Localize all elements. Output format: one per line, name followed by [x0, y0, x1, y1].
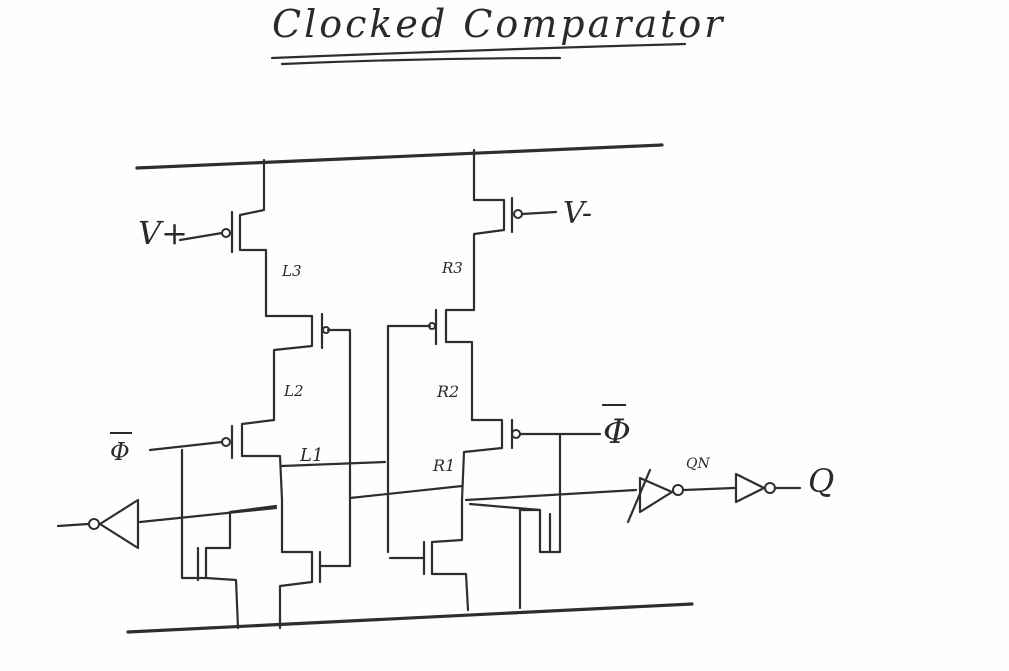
- node-r2-label: R2: [437, 382, 460, 401]
- right-n-input-transistor: [430, 498, 470, 612]
- left-n-gate-lead: [318, 498, 352, 568]
- left-clock-line: [148, 440, 224, 452]
- title-underline: [270, 42, 687, 60]
- phi-bar-right-label: Φ: [603, 412, 631, 452]
- diagram-title: Clocked Comparator: [272, 2, 726, 46]
- left-discharge-drain: [204, 576, 240, 630]
- right-p-gate-lead: [520, 210, 558, 216]
- right-p-transistor-top: [472, 148, 506, 312]
- right-discharge-branch: [518, 432, 562, 610]
- right-inverter-2: [734, 472, 766, 504]
- node-l2-label: L2: [284, 382, 304, 400]
- right-output-slash: [626, 468, 652, 524]
- ground-rail: [126, 602, 694, 634]
- phi-bar-left-overline: [110, 432, 132, 434]
- vminus-label: V-: [563, 196, 593, 231]
- vdd-rail: [135, 143, 664, 170]
- left-output-stub: [56, 522, 90, 528]
- left-cross-p-transistor: [264, 314, 314, 422]
- title-underline-tail: [280, 56, 562, 66]
- node-r3-label: R3: [442, 259, 463, 277]
- left-n-input-transistor: [278, 498, 314, 630]
- left-p-transistor-top: [238, 158, 268, 318]
- node-r1-wire: [348, 484, 464, 500]
- left-output-wire: [138, 506, 278, 524]
- left-precharge-transistor: [240, 418, 284, 502]
- left-p-gate-lead: [178, 231, 224, 242]
- left-buffer-bubble: [88, 518, 100, 530]
- right-precharge-bubble: [511, 429, 521, 439]
- left-cross-p-gate-lead: [326, 328, 352, 502]
- phi-bar-left-label: Φ: [110, 438, 130, 466]
- node-l3-label: L3: [282, 262, 302, 280]
- q-output-label: Q: [808, 462, 835, 500]
- left-precharge-bubble: [221, 437, 231, 447]
- right-p-gate-bubble: [513, 209, 523, 219]
- right-cross-p-transistor: [444, 308, 476, 422]
- right-discharge-drain: [468, 502, 542, 512]
- right-output-wire: [464, 488, 638, 502]
- node-l1-wire: [280, 460, 387, 468]
- right-inverter-1-bubble: [672, 484, 684, 496]
- node-l1-label: L1: [300, 445, 324, 466]
- node-r1-label: R1: [433, 456, 456, 475]
- right-inverter-link: [682, 486, 736, 492]
- right-cross-p-gate-lead: [386, 324, 432, 554]
- right-precharge-transistor: [460, 418, 504, 502]
- left-discharge-branch: [180, 448, 278, 580]
- left-cross-p-bubble: [322, 326, 330, 334]
- left-buffer-triangle: [98, 498, 140, 550]
- qn-label: QN: [686, 456, 710, 472]
- right-cross-p-bubble: [428, 322, 436, 330]
- left-p-gate-bubble: [221, 228, 231, 238]
- right-inverter-2-bubble: [764, 482, 776, 494]
- phi-bar-right-overline: [602, 404, 626, 406]
- vplus-label: V+: [138, 214, 188, 252]
